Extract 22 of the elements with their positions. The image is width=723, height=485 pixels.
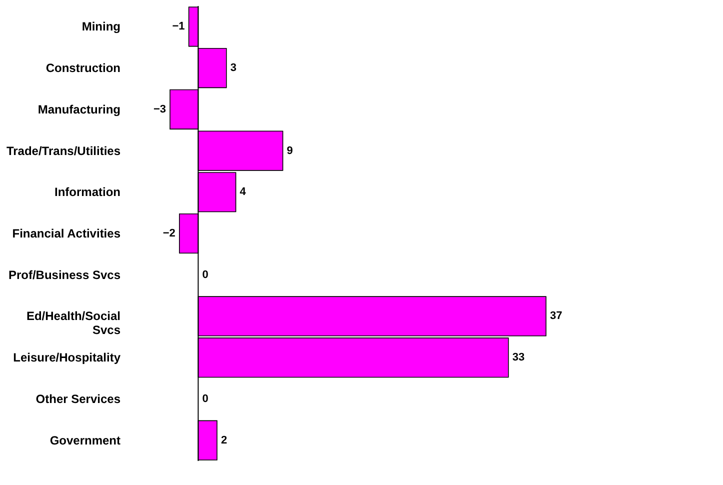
y-tick-label: Other Services <box>36 392 121 406</box>
y-tick-label: Ed/Health/Social Svcs <box>26 309 121 338</box>
data-label: 9 <box>286 144 293 157</box>
data-label: 37 <box>550 310 562 322</box>
y-tick-label: Prof/Business Svcs <box>8 268 121 282</box>
data-label: 2 <box>221 434 228 446</box>
data-label: 0 <box>202 268 208 281</box>
data-label: 4 <box>240 186 247 198</box>
y-tick-label: Trade/Trans/Utilities <box>6 144 121 158</box>
data-label: −3 <box>153 103 166 116</box>
data-label: 0 <box>202 392 208 405</box>
data-label: 3 <box>230 62 237 74</box>
y-tick-label: Construction <box>46 61 120 76</box>
y-tick-label: Mining <box>82 20 120 34</box>
y-tick-label: Information <box>54 185 120 200</box>
data-label: −1 <box>172 20 185 33</box>
y-tick-label: Manufacturing <box>38 102 120 116</box>
y-tick-label: Financial Activities <box>12 226 121 240</box>
y-tick-label: Leisure/Hospitality <box>13 350 121 365</box>
data-label: 33 <box>512 352 525 364</box>
y-tick-label: Government <box>50 433 120 448</box>
data-label: −2 <box>162 228 176 240</box>
